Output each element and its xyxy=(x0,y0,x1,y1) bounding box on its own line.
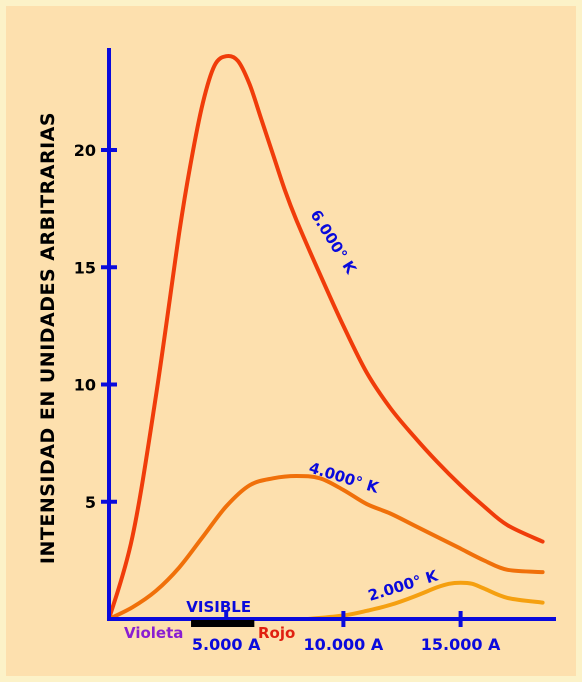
visible-label: VISIBLE xyxy=(186,598,251,616)
violet-label: Violeta xyxy=(124,624,183,642)
x-tick-label-5000: 5.000 A xyxy=(192,635,261,654)
y-tick-label-20: 20 xyxy=(74,141,96,160)
curves-layer xyxy=(107,53,545,621)
y-tick-label-5: 5 xyxy=(85,493,96,512)
series-line-3 xyxy=(306,580,545,621)
visible-band xyxy=(191,620,255,627)
y-tick-label-15: 15 xyxy=(74,258,96,277)
y-axis-label: INTENSIDAD EN UNIDADES ARBITRARIAS xyxy=(37,111,59,565)
series-line-2 xyxy=(107,474,545,621)
y-tick-label-10: 10 xyxy=(74,376,96,395)
series-line-1 xyxy=(107,53,545,621)
labels-layer: 5 10 15 20 5.000 A 10.000 A 15.000 A VISIBLEVio… xyxy=(74,141,501,654)
x-tick-label-15000: 15.000 A xyxy=(421,635,501,654)
x-tick-label-10000: 10.000 A xyxy=(304,635,384,654)
series-label-1: 6.000° K xyxy=(307,207,361,279)
axes-layer xyxy=(101,48,556,627)
red-label: Rojo xyxy=(258,624,295,642)
